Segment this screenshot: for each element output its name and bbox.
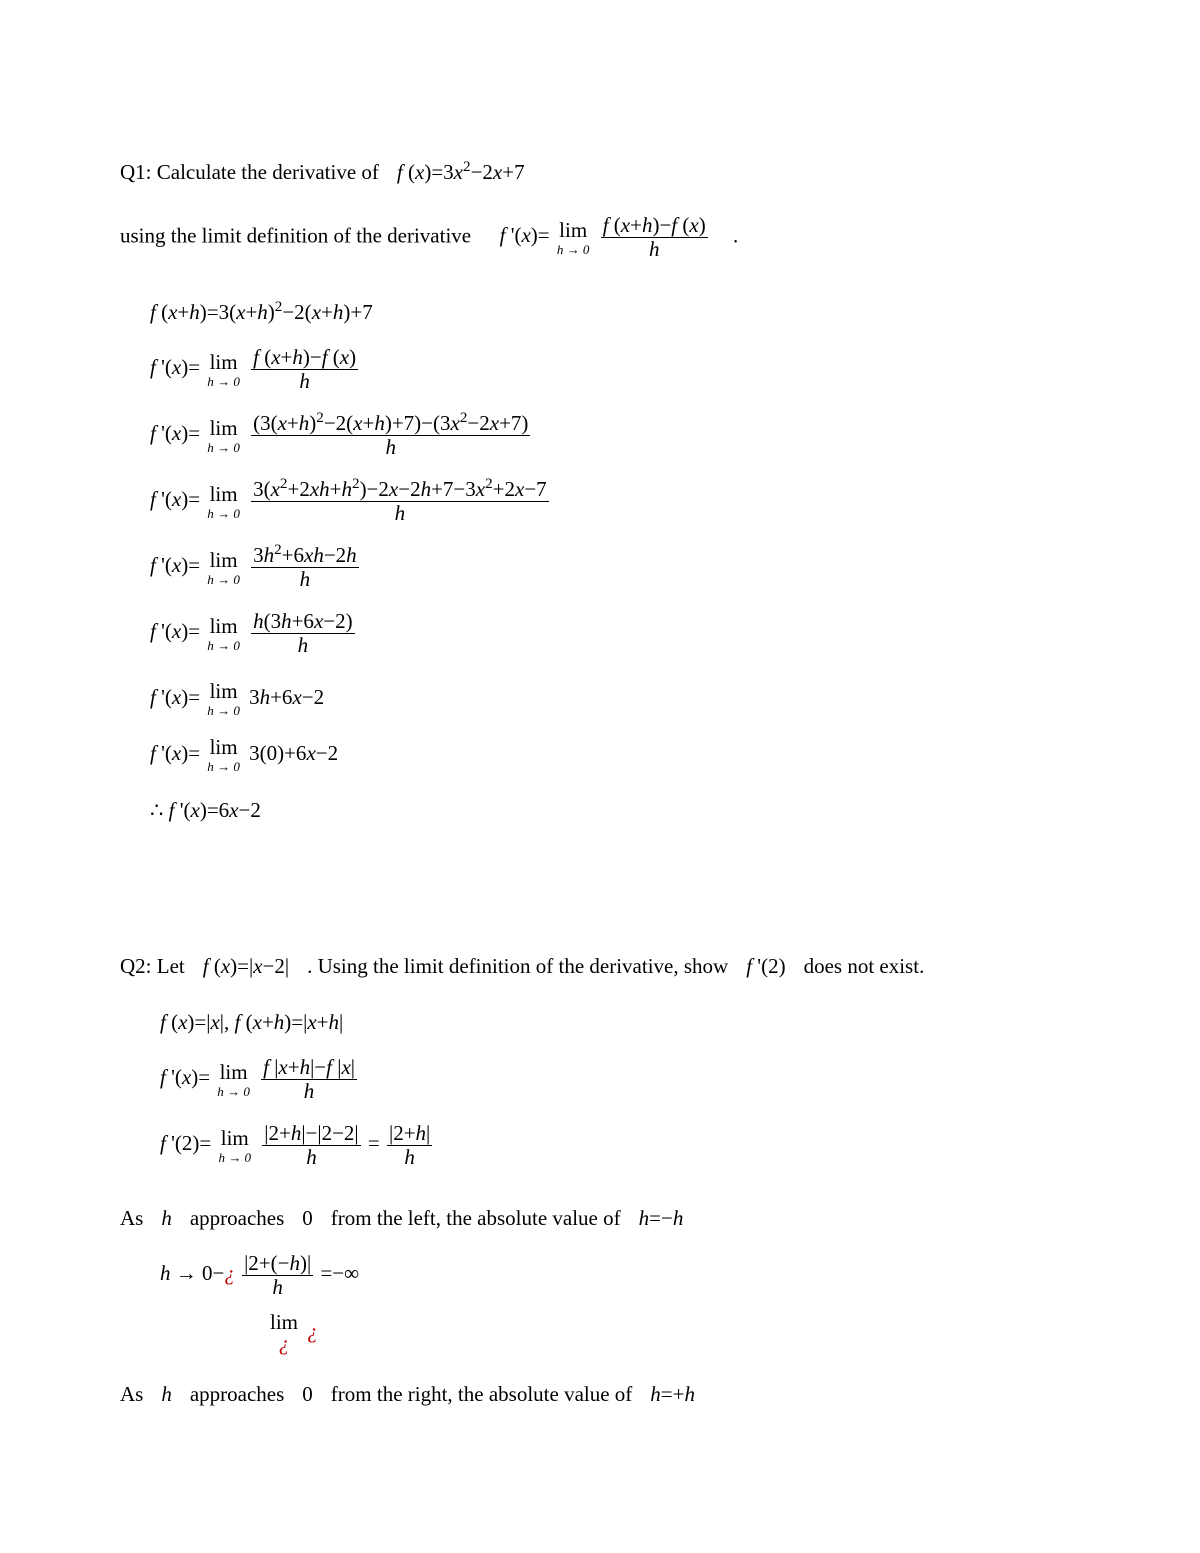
var-h: h bbox=[161, 1203, 172, 1235]
eq: h=−h bbox=[639, 1203, 684, 1235]
q2-prefix: Q2: Let bbox=[120, 951, 185, 983]
q1-step3: f '(x)= limh → 0 (3(x+h)2−2(x+h)+7)−(3x2… bbox=[120, 412, 1080, 468]
page: Q1: Calculate the derivative of f (x)=3x… bbox=[0, 0, 1200, 1553]
q1-step9: ∴ f '(x)=6x−2 bbox=[120, 788, 1080, 834]
zero: 0 bbox=[302, 1379, 313, 1411]
text: As bbox=[120, 1203, 143, 1235]
q1-prompt-line1: Q1: Calculate the derivative of f (x)=3x… bbox=[120, 150, 1080, 196]
q1-defn: f '(x)= limh → 0 f (x+h)−f (x) h bbox=[500, 223, 715, 247]
q2-step1: f (x)=|x|, f (x+h)=|x+h| bbox=[120, 1000, 1080, 1046]
period: . bbox=[733, 223, 738, 247]
text: from the left, the absolute value of bbox=[331, 1203, 621, 1235]
text: approaches bbox=[190, 1379, 284, 1411]
q2-text-left: As h approaches 0 from the left, the abs… bbox=[120, 1196, 1080, 1242]
zero: 0 bbox=[302, 1203, 313, 1235]
text: As bbox=[120, 1379, 143, 1411]
q1-step6: f '(x)= limh → 0 h(3h+6x−2) h bbox=[120, 610, 1080, 666]
q2-suffix: does not exist. bbox=[804, 951, 925, 983]
fraction: f (x+h)−f (x) h bbox=[601, 214, 708, 261]
limit-symbol: limh → 0 bbox=[557, 220, 590, 256]
q1-step8: f '(x)= limh → 0 3(0)+6x−2 bbox=[120, 732, 1080, 778]
q2-target: f '(2) bbox=[746, 951, 785, 983]
q2-text-right: As h approaches 0 from the right, the ab… bbox=[120, 1372, 1080, 1418]
q2-step3: f '(2)= limh → 0 |2+h|−|2−2| h = |2+h| h bbox=[120, 1122, 1080, 1178]
q1-step1: f (x+h)=3(x+h)2−2(x+h)+7 bbox=[120, 290, 1080, 336]
red-mark-icon: ¿ bbox=[224, 1261, 235, 1285]
q2-step2: f '(x)= limh → 0 f |x+h|−f |x| h bbox=[120, 1056, 1080, 1112]
q2-left-limit: h → 0−¿ |2+(−h)| h =−∞ bbox=[120, 1252, 1080, 1308]
red-mark-icon: ¿ bbox=[307, 1319, 318, 1343]
q2-left-limit-sub: lim ¿ ¿ bbox=[120, 1312, 1080, 1354]
red-mark-icon: ¿ bbox=[279, 1333, 290, 1354]
q1-function-def: f (x)=3x2−2x+7 bbox=[397, 157, 525, 189]
q1-step7: f '(x)= limh → 0 3h+6x−2 bbox=[120, 676, 1080, 722]
text: approaches bbox=[190, 1203, 284, 1235]
q2-mid: . Using the limit definition of the deri… bbox=[307, 951, 728, 983]
q2-prompt: Q2: Let f (x)=|x−2| . Using the limit de… bbox=[120, 944, 1080, 990]
q1-prompt-prefix: Q1: Calculate the derivative of bbox=[120, 157, 379, 189]
var-h: h bbox=[161, 1379, 172, 1411]
q1-step4: f '(x)= limh → 0 3(x2+2xh+h2)−2x−2h+7−3x… bbox=[120, 478, 1080, 534]
eq: h=+h bbox=[650, 1379, 695, 1411]
q2-func: f (x)=|x−2| bbox=[203, 951, 289, 983]
q1-step2: f '(x)= limh → 0 f (x+h)−f (x) h bbox=[120, 346, 1080, 402]
q1-step5: f '(x)= limh → 0 3h2+6xh−2h h bbox=[120, 544, 1080, 600]
q1-prompt-line2: using the limit definition of the deriva… bbox=[120, 214, 1080, 270]
lim-label: lim bbox=[270, 1312, 298, 1333]
text: from the right, the absolute value of bbox=[331, 1379, 633, 1411]
q1-prompt2-prefix: using the limit definition of the deriva… bbox=[120, 223, 471, 247]
